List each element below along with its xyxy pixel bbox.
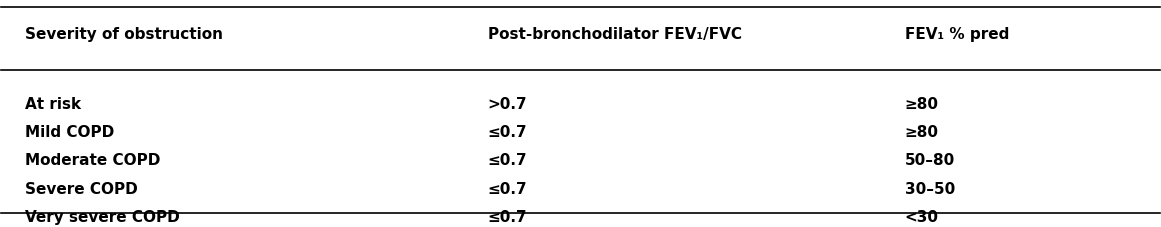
Text: ≤0.7: ≤0.7 — [488, 125, 527, 140]
Text: >0.7: >0.7 — [488, 96, 527, 111]
Text: ≥80: ≥80 — [904, 125, 939, 140]
Text: ≥80: ≥80 — [904, 96, 939, 111]
Text: ≤0.7: ≤0.7 — [488, 181, 527, 196]
Text: Severe COPD: Severe COPD — [24, 181, 137, 196]
Text: 50–80: 50–80 — [904, 153, 956, 168]
Text: Severity of obstruction: Severity of obstruction — [24, 27, 223, 42]
Text: At risk: At risk — [24, 96, 80, 111]
Text: <30: <30 — [904, 209, 939, 224]
Text: ≤0.7: ≤0.7 — [488, 153, 527, 168]
Text: ≤0.7: ≤0.7 — [488, 209, 527, 224]
Text: Moderate COPD: Moderate COPD — [24, 153, 160, 168]
Text: Very severe COPD: Very severe COPD — [24, 209, 179, 224]
Text: 30–50: 30–50 — [904, 181, 956, 196]
Text: Post-bronchodilator FEV₁/FVC: Post-bronchodilator FEV₁/FVC — [488, 27, 742, 42]
Text: Mild COPD: Mild COPD — [24, 125, 114, 140]
Text: FEV₁ % pred: FEV₁ % pred — [904, 27, 1009, 42]
